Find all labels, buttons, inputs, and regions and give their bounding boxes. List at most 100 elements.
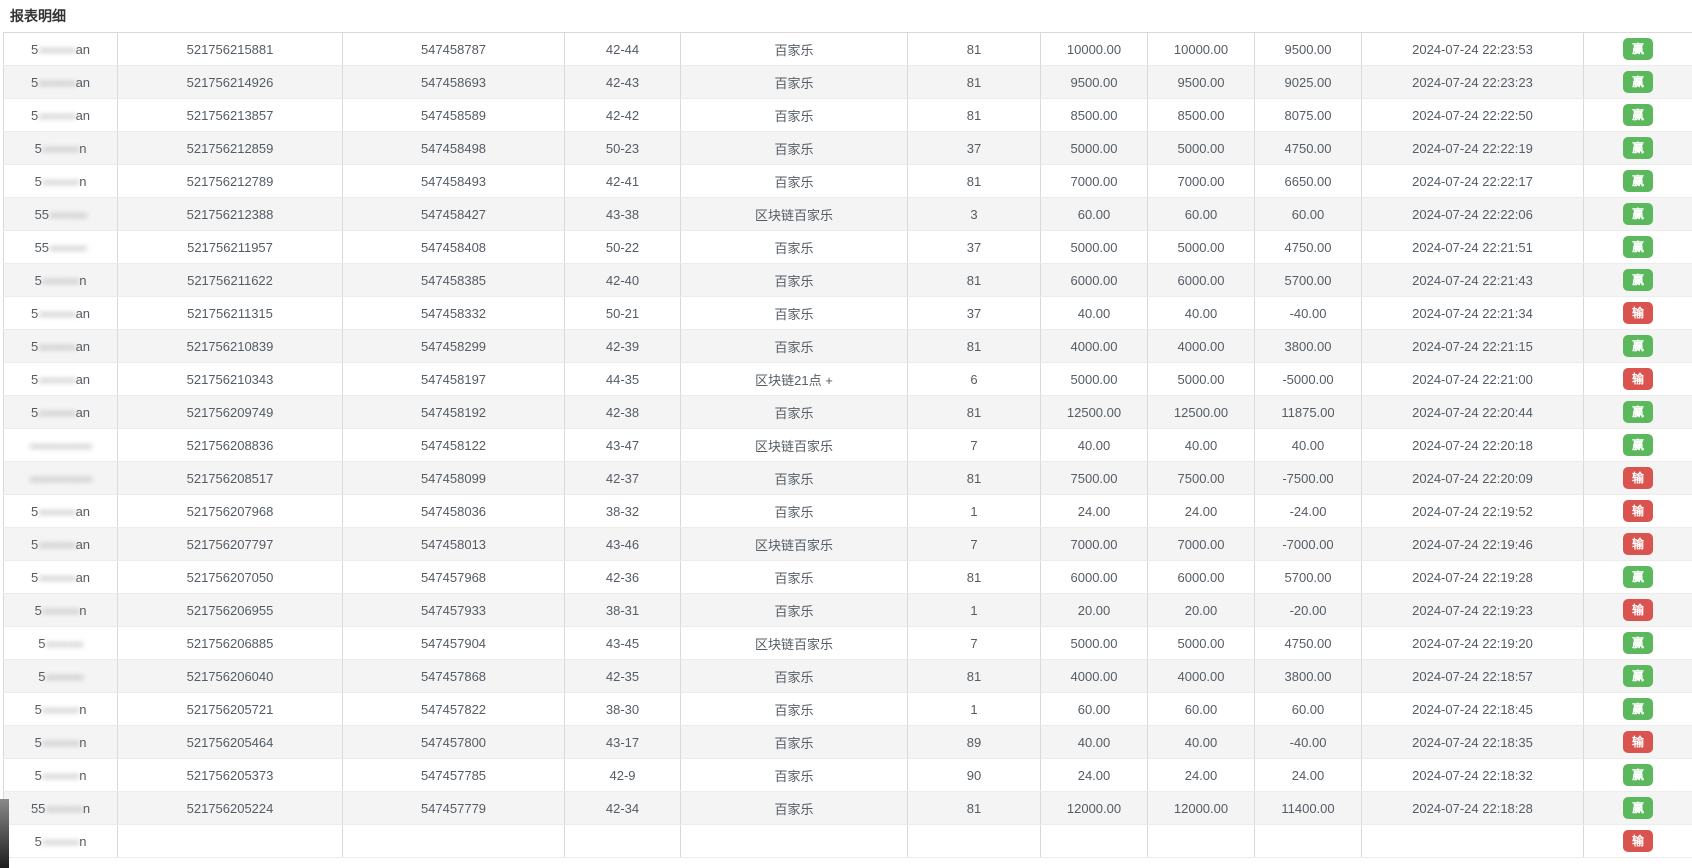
username-visible-prefix: 5 xyxy=(30,305,39,321)
cell-bet-id: 521756206885 xyxy=(117,626,343,660)
table-row: 5oooooon 521756206955 547457933 38-31 百家乐 1 20… xyxy=(3,593,1692,627)
cell-session: 43-17 xyxy=(564,725,681,759)
cell-result: 赢 xyxy=(1583,131,1692,165)
cell-valid-amount: 7000.00 xyxy=(1147,164,1255,198)
cell-result: 赢 xyxy=(1583,230,1692,264)
username-blur-mask: oooooooooo xyxy=(29,471,92,485)
username-visible-prefix: 5 xyxy=(34,173,42,189)
cell-bet-time: 2024-07-24 22:23:23 xyxy=(1361,65,1584,99)
cell-win-loss: 6650.00 xyxy=(1254,164,1362,198)
cell-result: 输 xyxy=(1583,461,1692,495)
table-row: 5oooooo 521756206040 547457868 42-35 百家乐 81 40… xyxy=(3,659,1692,693)
cell-bet-amount: 4000.00 xyxy=(1040,659,1148,693)
win-badge: 赢 xyxy=(1623,269,1653,291)
cell-game-number: 81 xyxy=(907,263,1041,297)
cell-round-id: 547457968 xyxy=(342,560,565,594)
cell-bet-time: 2024-07-24 22:21:15 xyxy=(1361,329,1584,363)
username-visible-suffix: n xyxy=(79,602,87,618)
cell-bet-amount: 12000.00 xyxy=(1040,791,1148,825)
username-visible-suffix: n xyxy=(82,800,91,816)
cell-game-name: 百家乐 xyxy=(680,791,908,825)
cell-valid-amount: 5000.00 xyxy=(1147,131,1255,165)
cell-game-name: 区块链百家乐 xyxy=(680,197,908,231)
username-blur-mask: oooooo xyxy=(41,174,80,188)
lose-badge: 输 xyxy=(1623,302,1653,324)
cell-username: 5ooooooan xyxy=(3,494,118,528)
cell-valid-amount: 7000.00 xyxy=(1147,527,1255,561)
cell-bet-id: 521756215881 xyxy=(117,32,343,66)
cell-username: 5ooooooan xyxy=(3,560,118,594)
cell-result: 赢 xyxy=(1583,65,1692,99)
table-row: 5ooooooan 521756207968 547458036 38-32 百家乐 1 2… xyxy=(3,494,1692,528)
cell-round-id: 547457904 xyxy=(342,626,565,660)
cell-valid-amount: 40.00 xyxy=(1147,296,1255,330)
cell-username: 5oooooon xyxy=(3,593,118,627)
cell-result: 输 xyxy=(1583,593,1692,627)
table-row: 5ooooooan 521756209749 547458192 42-38 百家乐 81… xyxy=(3,395,1692,429)
cell-round-id: 547457800 xyxy=(342,725,565,759)
win-badge: 赢 xyxy=(1623,71,1653,93)
cell-username: 5oooooon xyxy=(3,131,118,165)
cell-win-loss: 3800.00 xyxy=(1254,659,1362,693)
cell-win-loss: -24.00 xyxy=(1254,494,1362,528)
cell-bet-id: 521756207968 xyxy=(117,494,343,528)
win-badge: 赢 xyxy=(1623,632,1653,654)
cell-valid-amount: 20.00 xyxy=(1147,593,1255,627)
cell-win-loss: 11400.00 xyxy=(1254,791,1362,825)
username-visible-suffix: an xyxy=(75,338,91,354)
lose-badge: 输 xyxy=(1623,467,1653,489)
cell-game-name: 百家乐 xyxy=(680,131,908,165)
cell-win-loss: 11875.00 xyxy=(1254,395,1362,429)
cell-win-loss: 24.00 xyxy=(1254,758,1362,792)
cell-game-number: 81 xyxy=(907,659,1041,693)
cell-bet-amount: 6000.00 xyxy=(1040,560,1148,594)
cell-bet-id: 521756213857 xyxy=(117,98,343,132)
cell-username: 5oooooon xyxy=(3,692,118,726)
cell-result: 输 xyxy=(1583,725,1692,759)
username-visible-prefix: 5 xyxy=(30,338,39,354)
cell-valid-amount: 8500.00 xyxy=(1147,98,1255,132)
cell-game-number: 89 xyxy=(907,725,1041,759)
cell-round-id: 547457785 xyxy=(342,758,565,792)
cell-game-name: 百家乐 xyxy=(680,593,908,627)
cell-bet-id: 521756210839 xyxy=(117,329,343,363)
lose-badge: 输 xyxy=(1623,500,1653,522)
table-row: 5oooooo 521756206885 547457904 43-45 区块链百家乐 7… xyxy=(3,626,1692,660)
cell-session: 43-45 xyxy=(564,626,681,660)
cell-game-number: 3 xyxy=(907,197,1041,231)
cell-round-id: 547458427 xyxy=(342,197,565,231)
table-row: 5ooooooan 521756215881 547458787 42-44 百家乐 81… xyxy=(3,32,1692,66)
cell-session: 42-9 xyxy=(564,758,681,792)
username-blur-mask: oooooo xyxy=(41,834,80,848)
cell-round-id: 547458099 xyxy=(342,461,565,495)
cell-result: 赢 xyxy=(1583,791,1692,825)
cell-bet-amount: 7500.00 xyxy=(1040,461,1148,495)
cell-round-id: 547458385 xyxy=(342,263,565,297)
table-row: 5ooooooan 521756214926 547458693 42-43 百家乐 81… xyxy=(3,65,1692,99)
cell-session: 42-44 xyxy=(564,32,681,66)
username-blur-mask: oooooooooo xyxy=(29,438,92,452)
cell-bet-id: 521756212388 xyxy=(117,197,343,231)
username-visible-suffix: n xyxy=(79,734,87,750)
username-visible-suffix: an xyxy=(75,503,91,519)
cell-game-number: 6 xyxy=(907,362,1041,396)
cell-valid-amount: 40.00 xyxy=(1147,725,1255,759)
cell-bet-time: 2024-07-24 22:19:46 xyxy=(1361,527,1584,561)
table-row: 55oooooo 521756211957 547458408 50-22 百家乐 37 5… xyxy=(3,230,1692,264)
cell-game-name: 百家乐 xyxy=(680,659,908,693)
page-header: 报表明细 xyxy=(0,0,1692,31)
cell-bet-id: 521756207050 xyxy=(117,560,343,594)
cell-bet-time: 2024-07-24 22:19:28 xyxy=(1361,560,1584,594)
cell-bet-amount: 60.00 xyxy=(1040,197,1148,231)
cell-bet-time: 2024-07-24 22:22:19 xyxy=(1361,131,1584,165)
cell-game-number: 81 xyxy=(907,32,1041,66)
cell-game-name: 百家乐 xyxy=(680,692,908,726)
cell-result: 赢 xyxy=(1583,758,1692,792)
cell-bet-time: 2024-07-24 22:20:44 xyxy=(1361,395,1584,429)
cell-bet-time: 2024-07-24 22:22:17 xyxy=(1361,164,1584,198)
username-visible-prefix: 5 xyxy=(34,833,42,849)
username-visible-suffix: an xyxy=(75,371,91,387)
cell-valid-amount: 10000.00 xyxy=(1147,32,1255,66)
cell-bet-id: 521756206955 xyxy=(117,593,343,627)
cell-game-name: 百家乐 xyxy=(680,32,908,66)
